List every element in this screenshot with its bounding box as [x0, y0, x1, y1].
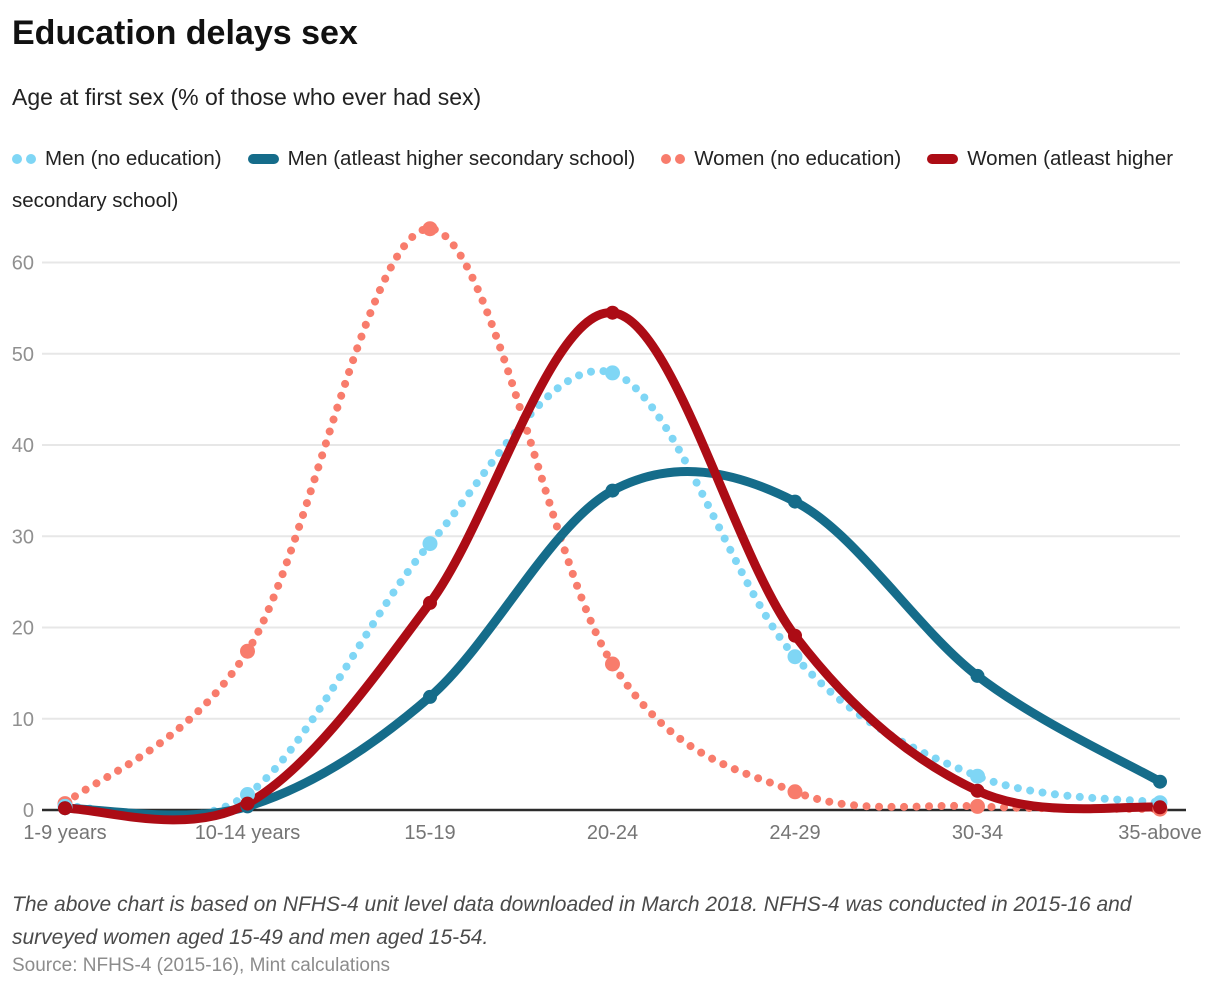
x-tick-label: 20-24 — [587, 822, 638, 844]
legend-marker-line-icon — [247, 137, 279, 178]
y-tick-label: 30 — [12, 526, 34, 548]
data-point — [423, 595, 437, 610]
data-point — [605, 483, 620, 498]
data-point — [1153, 800, 1167, 815]
data-point — [970, 768, 985, 784]
data-point — [787, 649, 803, 665]
data-point — [422, 221, 438, 237]
legend-label: Women (no education) — [694, 147, 902, 170]
data-point — [788, 628, 802, 643]
series-line-3 — [61, 224, 1164, 814]
data-point — [1153, 774, 1167, 789]
data-point — [970, 783, 985, 798]
y-tick-label: 10 — [12, 709, 34, 731]
legend-item-women-higher-secondary: Women (atleast higher secondary school) — [12, 147, 1173, 212]
legend-item-women-no-education: Women (no education) — [661, 147, 921, 170]
data-point — [605, 656, 620, 672]
data-point — [240, 643, 255, 659]
y-tick-label: 0 — [23, 800, 34, 822]
x-tick-label: 24-29 — [769, 822, 820, 844]
data-point — [240, 796, 255, 811]
x-tick-label: 10-14 years — [195, 822, 301, 844]
legend-marker-dotted-icon — [12, 137, 36, 178]
x-axis: 1-9 years 10-14 years 15-19 20-24 24-29 30-34… — [23, 822, 1201, 844]
x-tick-label: 30-34 — [952, 822, 1003, 844]
data-point — [58, 801, 72, 816]
series-line-1 — [61, 367, 1164, 822]
legend-marker-dotted-icon — [661, 137, 686, 178]
y-tick-label: 40 — [12, 435, 34, 457]
legend-label: Men (no education) — [45, 147, 222, 170]
gridlines — [42, 261, 1180, 720]
x-tick-label: 35-above — [1118, 822, 1201, 844]
data-point — [422, 536, 438, 552]
data-point — [605, 305, 620, 320]
chart-subtitle: Age at first sex (% of those who ever ha… — [12, 84, 482, 110]
y-axis: 0 10 20 30 40 50 60 — [12, 253, 34, 823]
y-tick-label: 20 — [12, 618, 34, 640]
chart-footnote: The above chart is based on NFHS-4 unit … — [12, 893, 1132, 949]
chart-legend: Men (no education) Men (atleast higher se… — [12, 138, 1210, 221]
page-title: Education delays sex — [12, 14, 358, 52]
y-tick-label: 60 — [12, 253, 34, 275]
x-tick-label: 15-19 — [404, 822, 455, 844]
data-point — [970, 668, 985, 683]
series-line-2 — [60, 467, 1165, 820]
legend-label: Women (atleast higher secondary school) — [12, 147, 1174, 213]
data-point — [787, 784, 803, 800]
data-point — [788, 494, 802, 509]
data-point — [423, 689, 437, 704]
line-chart-canvas: 0 10 20 30 40 50 60 1-9 years 10-14 years 15-19 20… — [12, 221, 1202, 844]
legend-item-men-no-education: Men (no education) — [12, 147, 242, 170]
legend-label: Men (atleast higher secondary school) — [287, 147, 636, 170]
x-tick-label: 1-9 years — [23, 822, 106, 844]
chart-source: Source: NFHS-4 (2015-16), Mint calculati… — [12, 955, 391, 976]
series-line-4 — [60, 308, 1165, 825]
legend-marker-line-icon — [927, 137, 959, 178]
data-point — [605, 365, 620, 381]
data-point — [970, 798, 985, 814]
y-tick-label: 50 — [12, 344, 34, 366]
legend-item-men-higher-secondary: Men (atleast higher secondary school) — [247, 147, 656, 170]
